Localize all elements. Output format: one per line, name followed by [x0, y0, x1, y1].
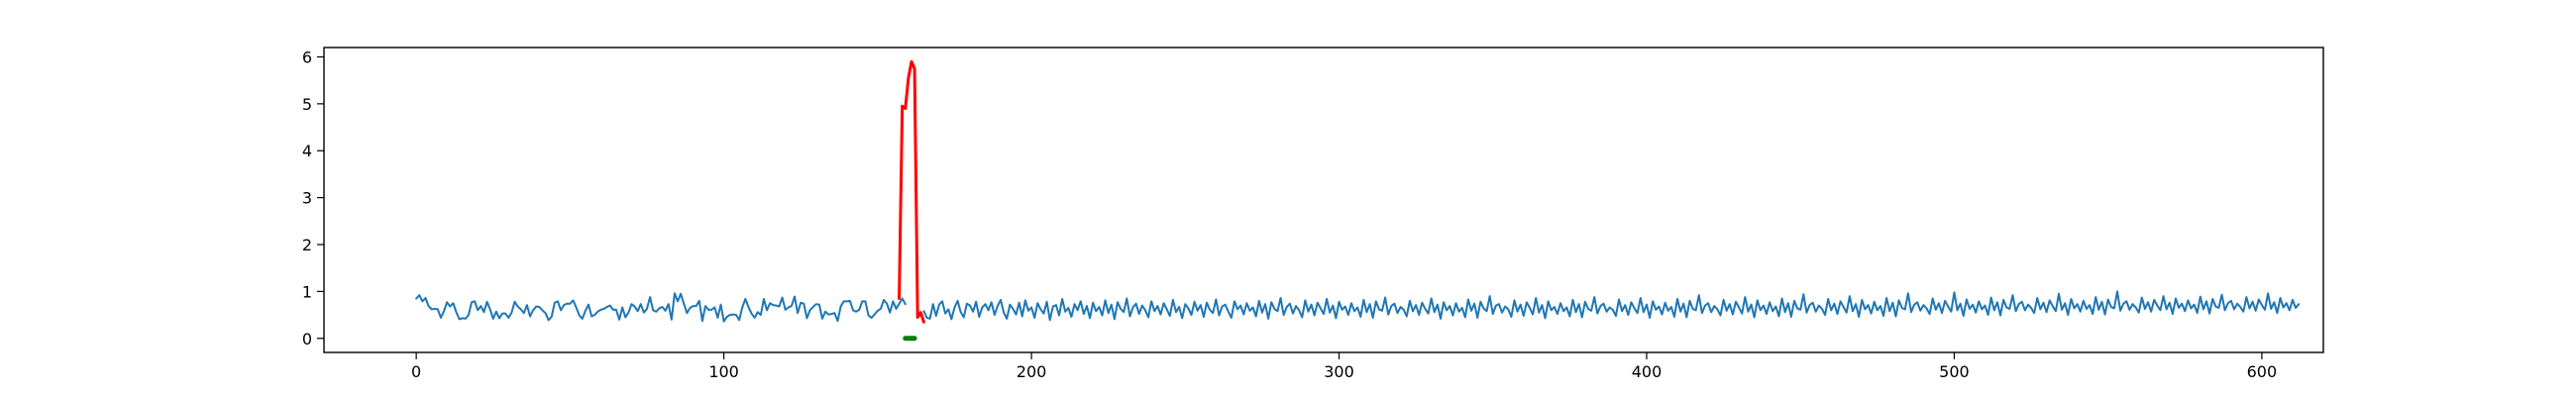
x-tick-label-5: 500	[1939, 362, 1970, 381]
y-tick-label-0: 0	[302, 330, 312, 348]
x-axis: 0 100 200 300 400 500 600	[411, 352, 2277, 381]
y-axis: 0 1 2 3 4 5 6	[302, 48, 324, 348]
y-tick-label-1: 1	[302, 282, 312, 301]
baseline-series-line-before-spike	[415, 292, 907, 323]
spike-series-line	[898, 59, 925, 324]
y-tick-label-2: 2	[302, 236, 312, 254]
x-tick-label-0: 0	[411, 362, 421, 381]
y-tick-label-3: 3	[302, 189, 312, 208]
x-tick-label-6: 600	[2247, 362, 2278, 381]
x-tick-label-1: 100	[708, 362, 739, 381]
x-tick-label-2: 200	[1017, 362, 1047, 381]
x-tick-label-4: 400	[1632, 362, 1663, 381]
plot-area	[415, 59, 2301, 342]
x-tick-label-3: 300	[1324, 362, 1354, 381]
plot-frame	[323, 47, 2324, 353]
y-tick-label-4: 4	[302, 142, 312, 160]
y-tick-label-6: 6	[302, 48, 312, 66]
baseline-series-line-after-spike	[922, 290, 2301, 322]
y-tick-label-5: 5	[302, 95, 312, 114]
